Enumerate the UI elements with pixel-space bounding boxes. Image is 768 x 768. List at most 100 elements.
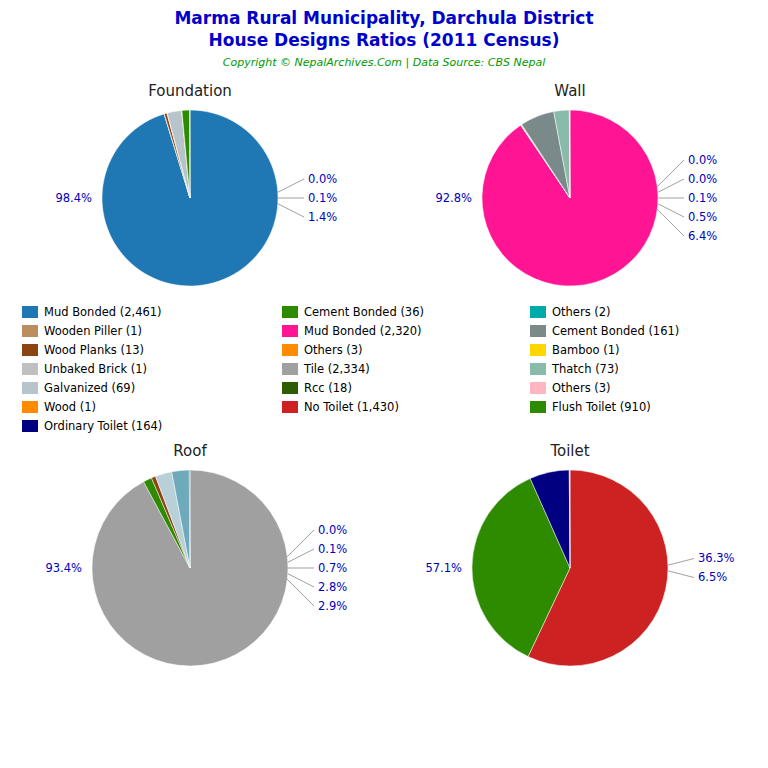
legend-swatch [282,363,298,375]
leader-line [668,559,694,566]
pie-label: 1.4% [308,210,337,224]
legend-label: Rcc (18) [304,381,352,395]
copyright: Copyright © NepalArchives.Com | Data Sou… [223,56,545,69]
pie-slice [569,470,571,568]
chart-root: Marma Rural Municipality, Darchula Distr… [0,0,768,768]
pie-label: 98.4% [55,191,92,205]
pie-label: 0.1% [318,542,347,556]
pie-title: Toilet [549,442,589,460]
pie-slice [530,470,570,568]
legend-label: Others (3) [552,381,611,395]
pie-label: 2.9% [318,599,347,613]
legend-swatch [282,401,298,413]
pie-label: 6.5% [698,570,727,584]
pie-label: 57.1% [425,561,462,575]
pie-label: 0.5% [688,210,717,224]
leader-line [658,204,684,217]
pie-slice [554,110,570,198]
legend-swatch [22,325,38,337]
pie-slices [472,470,668,666]
legend-swatch [530,306,546,318]
pie-label: 0.0% [308,172,337,186]
legend-swatch [282,344,298,356]
pie-slices [102,110,278,286]
legend-swatch [282,325,298,337]
leader-line [278,179,304,192]
leader-line [288,574,314,587]
legend-swatch [22,306,38,318]
pie-label: 0.0% [688,172,717,186]
pie-slice [92,470,288,666]
legend-swatch [530,325,546,337]
legend-label: Others (2) [552,305,611,319]
pie-label: 2.8% [318,580,347,594]
subtitle: House Designs Ratios (2011 Census) [209,30,560,50]
legend-label: Unbaked Brick (1) [44,362,147,376]
pie-chart: Wall 92.8% 0.0% 0.0% 0.1% 0.5% 6.4% [435,82,717,286]
pie-slice [102,110,278,286]
pie-slice [189,470,191,568]
leader-line [657,209,684,236]
pie-label: 0.0% [688,153,717,167]
leader-line [657,160,684,187]
leader-line [287,530,314,557]
legend: Mud Bonded (2,461)Cement Bonded (36)Othe… [22,305,679,433]
legend-label: Wooden Piller (1) [44,324,142,338]
pie-label: 0.0% [318,523,347,537]
legend-label: Cement Bonded (161) [552,324,679,338]
legend-swatch [530,344,546,356]
leader-line [288,568,314,569]
pie-slice [482,110,658,286]
pie-label: 93.4% [45,561,82,575]
pie-label: 0.1% [688,191,717,205]
legend-label: Bamboo (1) [552,343,619,357]
leader-line [288,549,314,562]
pie-chart: Foundation 98.4% 0.0% 0.1% 1.4% [55,82,337,286]
pie-title: Foundation [148,82,232,100]
legend-label: Tile (2,334) [303,362,370,376]
pie-slice [182,110,190,198]
pie-slice [172,470,190,568]
legend-swatch [22,363,38,375]
legend-label: Wood (1) [44,400,96,414]
legend-label: Galvanized (69) [44,381,135,395]
legend-swatch [530,382,546,394]
legend-label: Mud Bonded (2,320) [304,324,422,338]
leader-line [278,204,304,217]
pie-slices [92,470,288,666]
legend-swatch [282,382,298,394]
leader-line [668,571,694,578]
pie-slices [482,110,658,286]
leader-line [278,198,304,199]
pie-label: 0.7% [318,561,347,575]
pie-slice [189,110,190,198]
pie-label: 6.4% [688,229,717,243]
legend-swatch [22,344,38,356]
legend-swatch [530,401,546,413]
leader-line [287,579,314,606]
pie-slice [569,110,571,198]
pie-title: Wall [554,82,585,100]
legend-label: Wood Planks (13) [44,343,144,357]
pie-label: 92.8% [435,191,472,205]
legend-label: Others (3) [304,343,363,357]
legend-swatch [530,363,546,375]
leader-line [658,198,684,199]
pie-label: 0.1% [308,191,337,205]
legend-label: No Toilet (1,430) [304,400,399,414]
title: Marma Rural Municipality, Darchula Distr… [174,8,593,28]
legend-label: Ordinary Toilet (164) [44,419,162,433]
legend-label: Flush Toilet (910) [552,400,651,414]
legend-label: Thatch (73) [551,362,619,376]
legend-swatch [22,420,38,432]
pie-label: 36.3% [698,551,735,565]
pie-chart: Roof 93.4% 0.0% 0.1% 0.7% 2.8% 2.9% [45,442,347,666]
pie-slice [167,110,190,198]
pie-title: Roof [173,442,207,460]
legend-swatch [22,401,38,413]
legend-swatch [282,306,298,318]
legend-swatch [22,382,38,394]
leader-line [658,179,684,192]
pie-slice [182,110,190,198]
legend-label: Mud Bonded (2,461) [44,305,162,319]
